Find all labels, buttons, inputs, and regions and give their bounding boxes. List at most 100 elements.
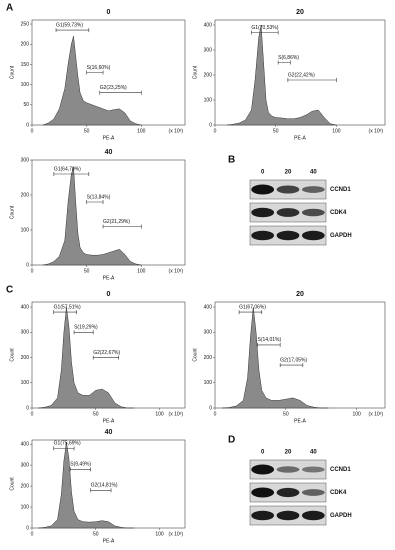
x-axis-label: PE-A xyxy=(294,418,306,424)
x-tick-label: 50 xyxy=(84,128,90,134)
y-tick-label: 0 xyxy=(209,405,212,411)
row-label: CDK4 xyxy=(330,490,347,496)
y-axis-label: Count xyxy=(9,348,15,362)
gate-label: S(9,49%) xyxy=(70,462,91,468)
y-tick-label: 400 xyxy=(21,442,30,448)
chart-title: 40 xyxy=(105,149,113,156)
gate-label: G1(64,70%) xyxy=(54,166,81,172)
y-tick-label: 100 xyxy=(21,504,30,510)
x-unit: (x 10³) xyxy=(169,128,184,134)
chart-title: 20 xyxy=(296,9,304,16)
blot-band xyxy=(276,510,300,521)
x-tick-label: 100 xyxy=(155,411,164,417)
y-tick-label: 0 xyxy=(26,122,29,128)
y-tick-label: 100 xyxy=(21,380,30,386)
gate-label: S(13,84%) xyxy=(87,194,111,200)
y-axis-label: Count xyxy=(9,65,15,79)
lane-label: 0 xyxy=(261,450,265,456)
panel-label: C xyxy=(6,285,13,296)
row-label: GAPDH xyxy=(330,233,352,239)
y-tick-label: 0 xyxy=(26,405,29,411)
gate xyxy=(73,330,94,335)
blot-band xyxy=(251,230,275,241)
gate xyxy=(102,224,142,229)
blot-band xyxy=(251,510,275,521)
x-tick-label: 100 xyxy=(155,531,164,537)
histogram xyxy=(227,24,337,126)
y-tick-label: 400 xyxy=(204,22,213,28)
gate-label: S(6,86%) xyxy=(278,55,299,61)
histogram xyxy=(42,36,142,126)
y-tick-label: 0 xyxy=(26,262,29,268)
chart-title: 20 xyxy=(296,291,304,298)
x-axis-label: PE-A xyxy=(103,135,115,141)
x-tick-label: 0 xyxy=(31,411,34,417)
y-tick-label: 0 xyxy=(26,525,29,531)
y-tick-label: 300 xyxy=(21,157,30,163)
gate-label: G2(21,29%) xyxy=(103,219,130,225)
y-tick-label: 200 xyxy=(204,72,213,78)
y-axis-label: Count xyxy=(192,348,198,362)
gate xyxy=(53,172,90,176)
row-label: CDK4 xyxy=(330,210,347,216)
gate-label: G2(17,05%) xyxy=(280,357,307,363)
gate-label: G2(14,81%) xyxy=(91,483,118,489)
gate-label: G2(22,67%) xyxy=(93,350,120,356)
y-tick-label: 200 xyxy=(204,355,213,361)
chart-title: 0 xyxy=(107,9,111,16)
panel-label: D xyxy=(228,435,235,446)
gate xyxy=(251,30,279,35)
blot-band xyxy=(276,185,300,194)
x-tick-label: 0 xyxy=(31,531,34,537)
blot-band xyxy=(251,464,275,475)
lane-label: 20 xyxy=(285,450,292,456)
y-axis-label: Count xyxy=(192,65,198,79)
x-axis-label: PE-A xyxy=(103,418,115,424)
gate xyxy=(277,60,291,65)
gate xyxy=(69,467,91,472)
x-unit: (x 10³) xyxy=(169,411,184,417)
lane-label: 40 xyxy=(310,450,317,456)
gate xyxy=(86,70,104,75)
x-tick-label: 50 xyxy=(84,268,90,274)
lane-label: 20 xyxy=(285,170,292,176)
histogram xyxy=(222,307,329,409)
histogram xyxy=(38,307,134,409)
chart-title: 0 xyxy=(107,291,111,298)
y-tick-label: 250 xyxy=(21,21,30,27)
y-tick-label: 200 xyxy=(21,483,30,489)
histogram xyxy=(38,442,134,529)
panel-label: B xyxy=(228,155,235,166)
blot-band xyxy=(276,230,300,241)
y-tick-label: 300 xyxy=(204,330,213,336)
gate-label: G1(59,73%) xyxy=(56,22,83,28)
x-unit: (x 10³) xyxy=(169,268,184,274)
y-axis-label: Count xyxy=(9,205,15,219)
gate-label: G1(57,51%) xyxy=(54,304,81,310)
x-tick-label: 100 xyxy=(137,268,146,274)
gate xyxy=(86,200,104,204)
gate-label: S(16,60%) xyxy=(87,65,111,71)
x-tick-label: 50 xyxy=(283,411,289,417)
blot-band xyxy=(301,186,325,193)
gate xyxy=(55,28,90,33)
gate xyxy=(53,446,75,451)
blot-band xyxy=(301,510,325,521)
x-tick-label: 50 xyxy=(273,128,279,134)
gate-label: G2(22,42%) xyxy=(288,72,315,78)
blot-band xyxy=(251,184,275,195)
y-tick-label: 100 xyxy=(204,380,213,386)
y-tick-label: 300 xyxy=(21,330,30,336)
gate xyxy=(257,342,281,347)
x-axis-label: PE-A xyxy=(294,135,306,141)
y-tick-label: 200 xyxy=(21,42,30,48)
blot-band xyxy=(276,487,300,498)
gate-label: G1(75,69%) xyxy=(54,441,81,447)
blot-band xyxy=(276,466,300,473)
blot-band xyxy=(276,208,300,217)
y-tick-label: 150 xyxy=(21,62,30,68)
x-tick-label: 0 xyxy=(31,268,34,274)
gate-label: G2(23,25%) xyxy=(100,85,127,91)
gate xyxy=(287,78,337,82)
